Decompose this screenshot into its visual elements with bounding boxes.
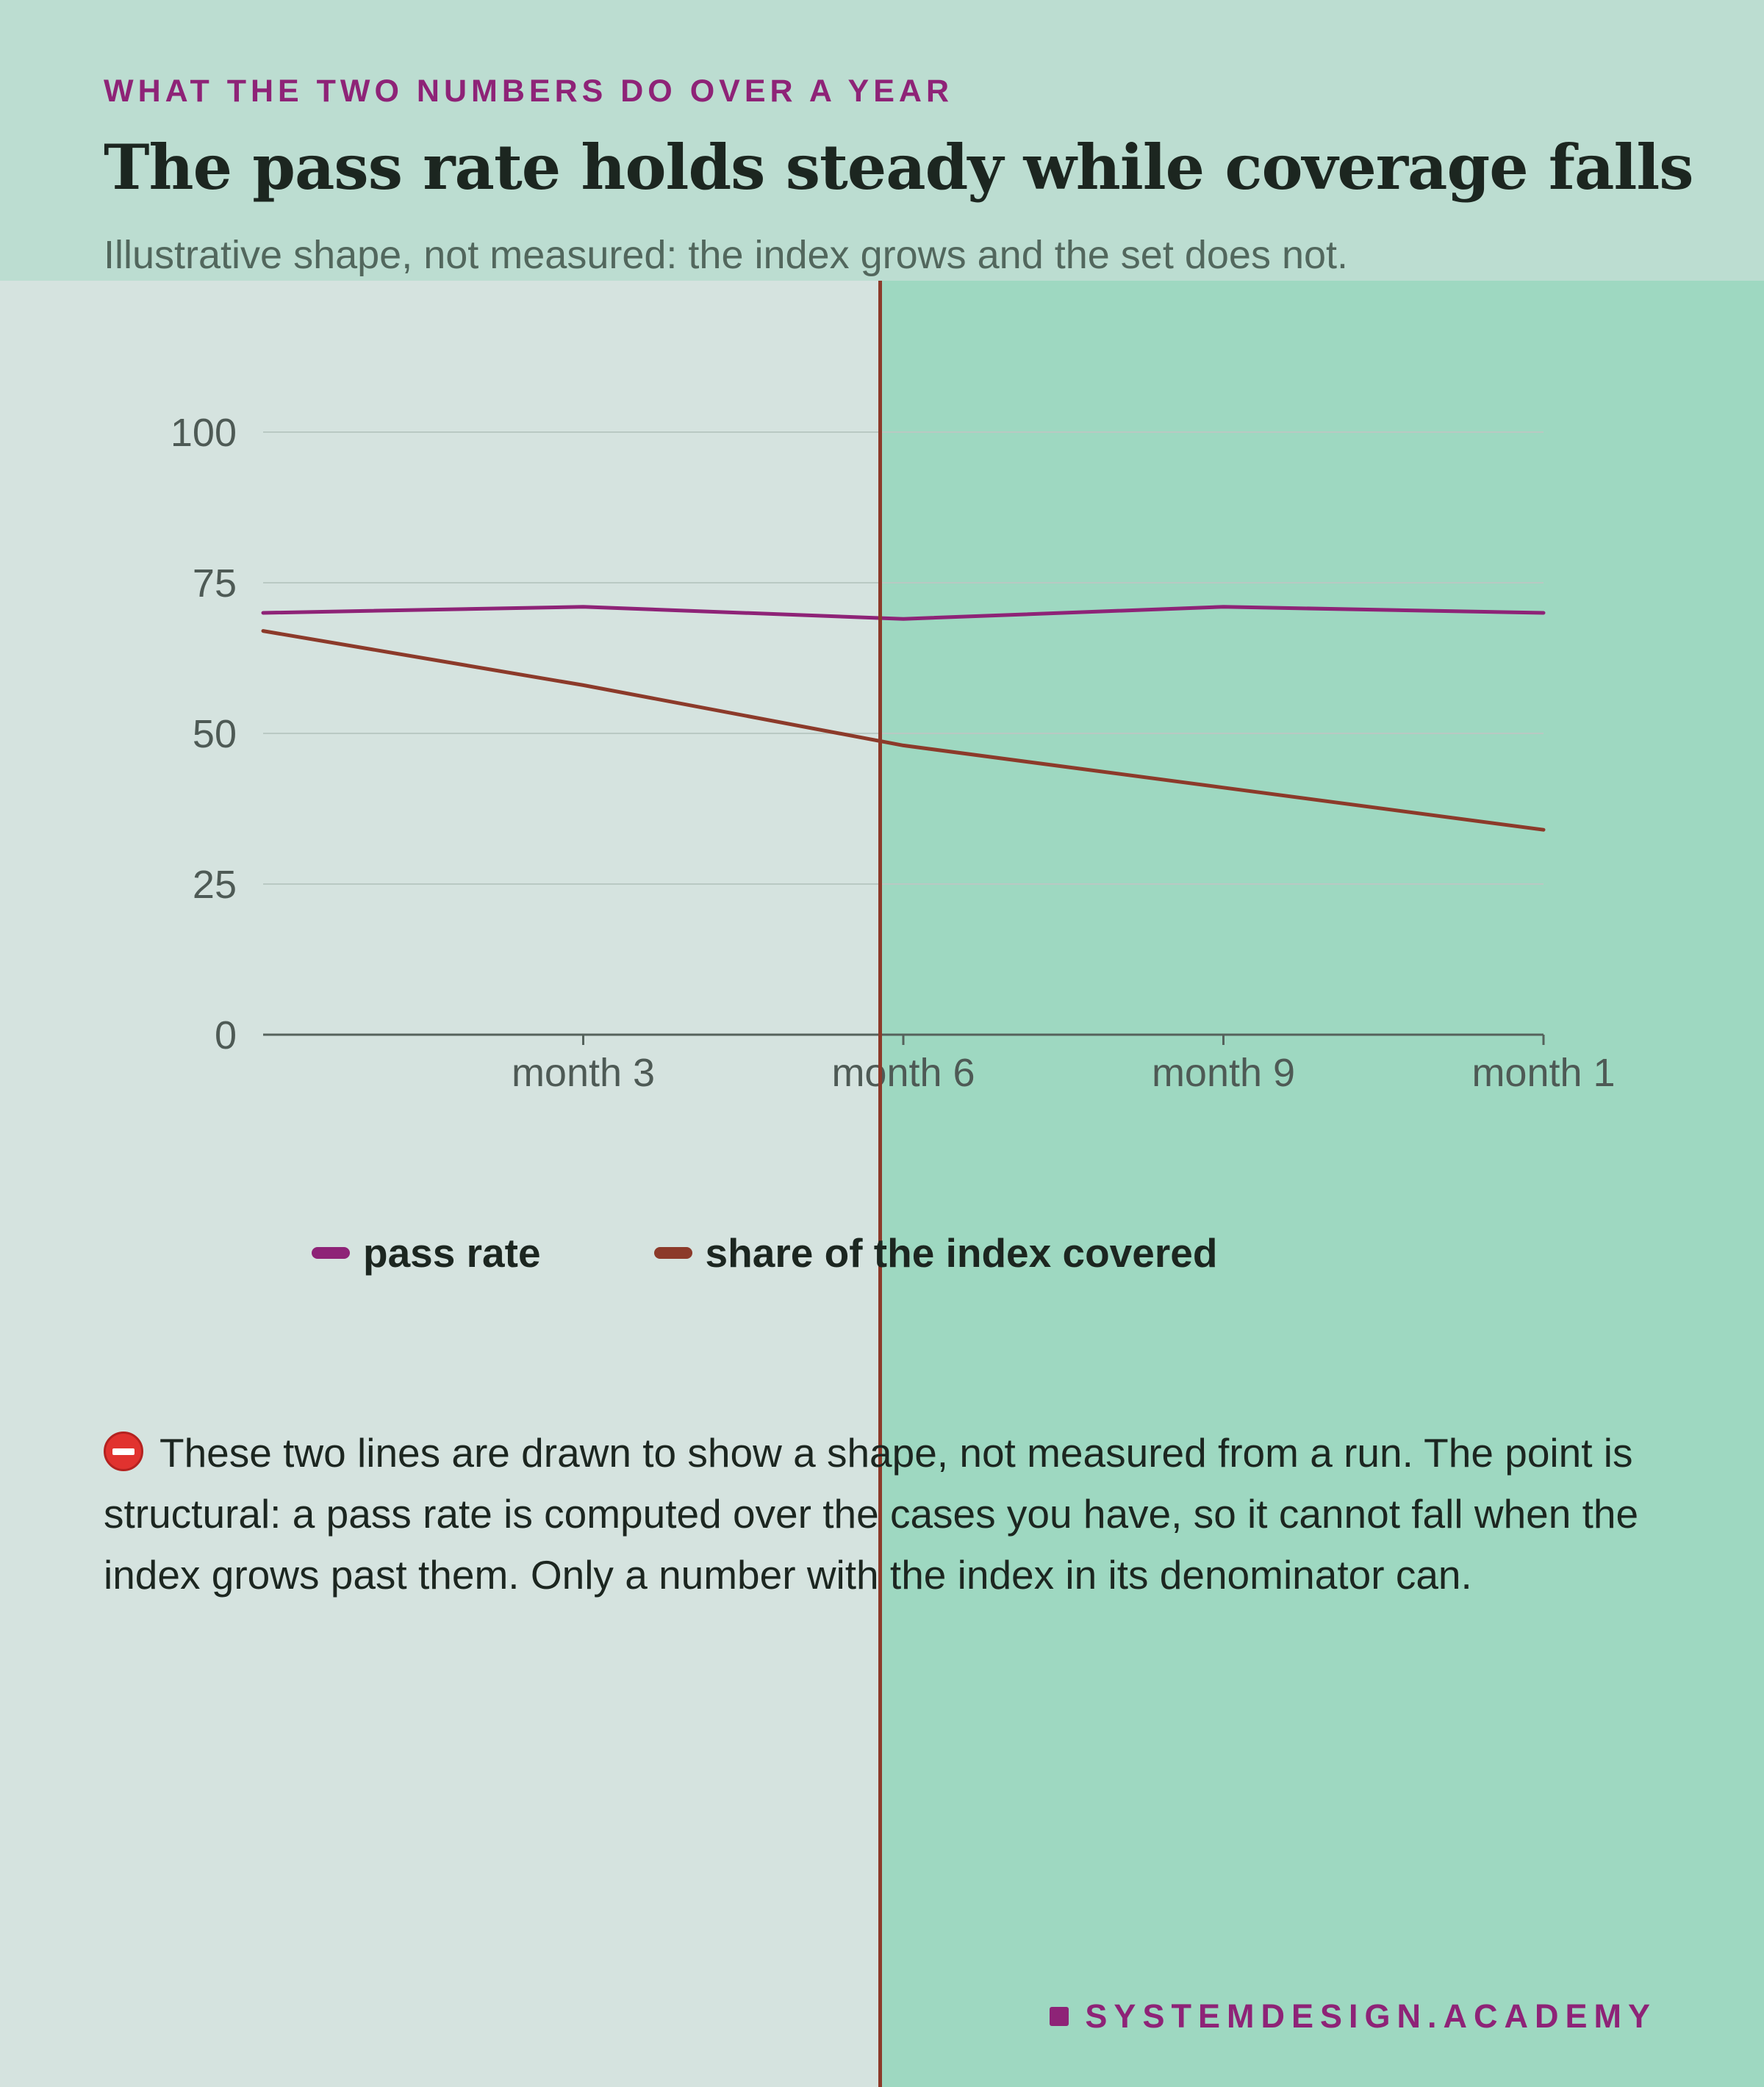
- legend-item-coverage: share of the index covered: [653, 1229, 1218, 1276]
- chart-legend: pass rate share of the index covered: [312, 1227, 1330, 1279]
- brand-square-icon: [1050, 2007, 1069, 2026]
- y-tick-label-100: 100: [171, 411, 237, 455]
- legend-label-pass-rate: pass rate: [363, 1230, 541, 1276]
- y-tick-label-0: 0: [215, 1013, 237, 1057]
- no-entry-icon: [104, 1432, 143, 1471]
- header-band: [0, 0, 1764, 281]
- x-tick-label-3: month 9: [1152, 1051, 1295, 1095]
- right-background-panel: [882, 0, 1764, 2087]
- x-tick-label-4: month 1: [1471, 1051, 1615, 1095]
- vertical-divider-line: [878, 281, 882, 2087]
- legend-swatch-pass-rate: [312, 1247, 350, 1259]
- eyebrow-label: WHAT THE TWO NUMBERS DO OVER A YEAR: [104, 73, 953, 109]
- footer-brand: SYSTEMDESIGN.ACADEMY: [1050, 1997, 1657, 2036]
- left-background-panel: [0, 0, 882, 2087]
- brand-name: SYSTEMDESIGN.ACADEMY: [1085, 1997, 1657, 2035]
- legend-label-coverage: share of the index covered: [705, 1230, 1218, 1276]
- chart-gridlines: [263, 431, 1544, 885]
- chart-axes: 0 25 50 75 100 month 3 month 6 month 9 month 1: [171, 411, 1616, 1095]
- legend-swatch-coverage: [653, 1247, 692, 1259]
- chart-series: [261, 605, 1546, 832]
- series-line-coverage: [261, 629, 1546, 832]
- y-tick-label-25: 25: [193, 863, 237, 907]
- y-tick-label-50: 50: [193, 712, 237, 756]
- series-line-pass-rate: [261, 605, 1546, 621]
- x-tick-label-2: month 6: [831, 1051, 975, 1095]
- note-text: These two lines are drawn to show a shap…: [104, 1430, 1639, 1598]
- page-subtitle: Illustrative shape, not measured: the in…: [104, 233, 1349, 277]
- y-tick-label-75: 75: [193, 561, 237, 606]
- x-tick-label-1: month 3: [512, 1051, 655, 1095]
- legend-item-pass-rate: pass rate: [312, 1229, 541, 1276]
- page-title: The pass rate holds steady while coverag…: [104, 131, 1694, 204]
- explanatory-note: These two lines are drawn to show a shap…: [104, 1423, 1677, 1606]
